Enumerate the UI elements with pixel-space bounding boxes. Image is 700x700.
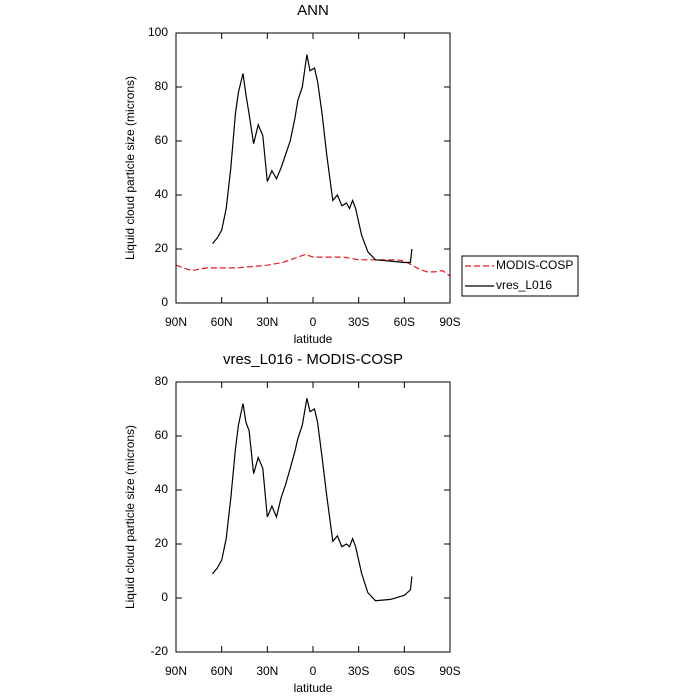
y-tick-label: 40 [155,187,169,201]
y-tick-label: 0 [161,590,168,604]
x-tick-label: 60S [394,315,415,329]
chart-title: vres_L016 - MODIS-COSP [223,351,403,368]
y-tick-label: 60 [155,133,169,147]
x-tick-label: 30N [256,664,278,678]
y-tick-label: 40 [155,482,169,496]
x-tick-label: 0 [310,664,317,678]
x-tick-label: 30N [256,315,278,329]
x-tick-label: 30S [348,315,369,329]
data-line [212,54,413,264]
y-tick-label: 0 [161,295,168,309]
x-axis-label: latitude [294,681,333,695]
x-tick-label: 90S [439,315,460,329]
x-tick-label: 60S [394,664,415,678]
x-tick-label: 90S [439,664,460,678]
x-tick-label: 0 [310,315,317,329]
x-tick-label: 30S [348,664,369,678]
x-tick-label: 60N [211,315,233,329]
x-axis-label: latitude [294,332,333,346]
y-tick-label: 60 [155,428,169,442]
y-tick-label: 20 [155,536,169,550]
x-tick-label: 90N [165,315,187,329]
y-tick-label: 80 [155,374,169,388]
data-line [212,398,413,602]
y-tick-label: -20 [151,644,169,658]
y-tick-label: 80 [155,79,169,93]
legend-label: vres_L016 [496,278,552,292]
y-tick-label: 100 [148,25,168,39]
y-axis-label: Liquid cloud particle size (microns) [123,425,137,609]
y-axis-label: Liquid cloud particle size (microns) [123,76,137,260]
x-tick-label: 60N [211,664,233,678]
x-tick-label: 90N [165,664,187,678]
y-tick-label: 20 [155,241,169,255]
data-line [175,253,451,277]
plot-frame [175,381,451,653]
plot-frame [175,32,451,304]
chart-title: ANN [297,2,329,19]
legend-box [461,255,579,297]
legend-label: MODIS-COSP [496,258,573,272]
